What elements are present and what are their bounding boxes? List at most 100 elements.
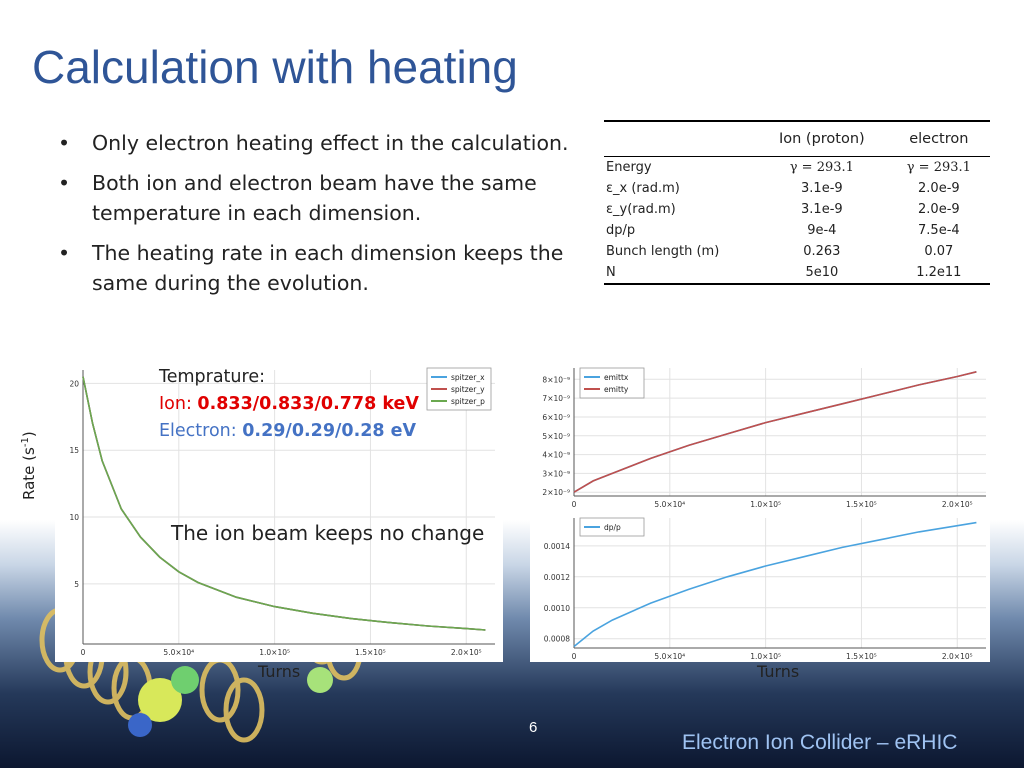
table-cell: 3.1e-9 [801,181,843,196]
legend-label: spitzer_x [451,373,485,382]
y-tick-label: 4×10⁻⁹ [542,451,570,460]
y-tick-label: 0.0008 [544,635,570,644]
table-cell: 2.0e-9 [918,202,960,217]
table-cell: ε_x (rad.m) [606,181,680,196]
x-tick-label: 2.0×10⁵ [942,652,973,661]
bullet-item: • Only electron heating effect in the cal… [58,128,578,158]
y-tick-label: 15 [69,446,79,455]
table-header-cell: electron [887,120,990,157]
table-row: Energy γ = 293.1 γ = 293.1 [604,157,990,179]
series-line-spitzer-p [82,376,486,631]
y-tick-label: 5×10⁻⁹ [542,432,570,441]
legend-label: spitzer_p [451,397,485,406]
rate-label-text: Rate (s [20,447,38,500]
turns-label-left: Turns [258,662,301,681]
x-tick-label: 5.0×10⁴ [654,500,685,509]
x-tick-label: 5.0×10⁴ [163,648,194,657]
emittance-chart-svg: 0 5.0×10⁴ 1.0×10⁵ 1.5×10⁵ 2.0×10⁵ 2×10⁻⁹ 3×10⁻… [542,367,986,509]
table-row: ε_y(rad.m) 3.1e-9 2.0e-9 [604,199,990,220]
footer-brand: Electron Ion Collider – eRHIC [682,731,958,754]
y-tick-label: 6×10⁻⁹ [542,413,570,422]
table-cell: 3.1e-9 [801,202,843,217]
table-header-row: Ion (proton) electron [604,120,990,157]
x-tick-label: 1.0×10⁵ [750,652,781,661]
table-cell: Bunch length (m) [606,244,720,259]
bullet-text: The heating rate in each dimension keeps… [92,241,564,295]
table-cell: N [604,262,756,285]
table-cell: Energy [606,160,652,175]
series-line-dp-p [573,521,977,648]
table-row: N 5e10 1.2e11 [604,262,990,285]
table-header-cell [604,120,756,157]
rate-chart: 0 5.0×10⁴ 1.0×10⁵ 1.5×10⁵ 2.0×10⁵ 5 10 15 20 spit… [55,362,503,662]
y-tick-label: 0.0010 [544,604,570,613]
ion-label: Ion: [159,394,198,414]
ion-value: 0.833/0.833/0.778 keV [197,394,419,414]
electron-value: 0.29/0.29/0.28 eV [242,421,417,441]
bullet-glyph: • [58,131,71,155]
momentum-spread-chart: 0 5.0×10⁴ 1.0×10⁵ 1.5×10⁵ 2.0×10⁵ 0.0008 0.001… [530,512,990,662]
table-row: dp/p 9e-4 7.5e-4 [604,220,990,241]
bullet-glyph: • [58,241,71,265]
bullet-item: • The heating rate in each dimension keep… [58,238,578,298]
x-tick-label: 5.0×10⁴ [654,652,685,661]
y-tick-label: 7×10⁻⁹ [542,394,570,403]
table-cell: 1.2e11 [887,262,990,285]
table-cell: 9e-4 [807,223,837,238]
page-title: Calculation with heating [32,41,518,93]
table-row: ε_x (rad.m) 3.1e-9 2.0e-9 [604,178,990,199]
page-number: 6 [529,719,538,736]
momentum-spread-chart-svg: 0 5.0×10⁴ 1.0×10⁵ 1.5×10⁵ 2.0×10⁵ 0.0008 0.001… [544,517,986,661]
legend-label: dp/p [604,523,621,532]
ion-temperature: Ion: 0.833/0.833/0.778 keV [159,391,419,418]
legend-box [579,517,645,537]
y-tick-label: 20 [69,379,79,388]
rate-label-sup: -1 [20,437,31,448]
ion-beam-note: The ion beam keeps no change [171,521,485,545]
x-tick-label: 2.0×10⁵ [451,648,482,657]
table-cell: ε_y(rad.m) [606,202,676,217]
table-cell: γ = 293.1 [789,160,854,175]
x-tick-label: 2.0×10⁵ [942,500,973,509]
x-tick-label: 1.5×10⁵ [355,648,386,657]
table-row: Bunch length (m) 0.263 0.07 [604,241,990,262]
x-tick-label: 1.5×10⁵ [846,652,877,661]
table-cell: 0.07 [924,244,954,259]
temperature-note: Temprature: Ion: 0.833/0.833/0.778 keV E… [159,364,419,445]
legend-label: emittx [604,373,629,382]
y-tick-label: 10 [69,513,79,522]
x-tick-label: 0 [572,652,577,661]
y-tick-label: 0.0014 [544,542,570,551]
bullet-text: Only electron heating effect in the calc… [92,131,569,155]
rate-axis-label: Rate (s-1) [20,431,38,500]
rate-label-close: ) [20,431,38,438]
y-tick-label: 3×10⁻⁹ [542,469,570,478]
table-cell: 5e10 [756,262,888,285]
y-tick-label: 0.0012 [544,573,570,582]
bullet-item: • Both ion and electron beam have the sam… [58,168,578,228]
legend-label: spitzer_y [451,385,485,394]
table-cell: 7.5e-4 [918,223,960,238]
table-cell: 0.263 [803,244,841,259]
rate-chart-svg: 0 5.0×10⁴ 1.0×10⁵ 1.5×10⁵ 2.0×10⁵ 5 10 15 20 spit… [69,367,495,657]
series-line-emitty [573,371,977,493]
electron-temperature: Electron: 0.29/0.29/0.28 eV [159,418,419,445]
bullet-list: • Only electron heating effect in the cal… [58,128,578,308]
bullet-glyph: • [58,171,71,195]
x-tick-label: 1.5×10⁵ [846,500,877,509]
x-tick-label: 0 [572,500,577,509]
x-tick-label: 1.0×10⁵ [259,648,290,657]
beam-parameter-table: Ion (proton) electron Energy γ = 293.1 γ… [604,120,990,285]
x-tick-label: 0 [81,648,86,657]
temperature-label: Temprature: [159,367,265,387]
turns-label-right: Turns [757,662,800,681]
x-tick-label: 1.0×10⁵ [750,500,781,509]
emittance-chart: 0 5.0×10⁴ 1.0×10⁵ 1.5×10⁵ 2.0×10⁵ 2×10⁻⁹ 3×10⁻… [530,362,990,510]
electron-label: Electron: [159,421,243,441]
table-cell: 2.0e-9 [918,181,960,196]
table-cell: γ = 293.1 [906,160,971,175]
table-header-cell: Ion (proton) [756,120,888,157]
bullet-text: Both ion and electron beam have the same… [92,171,537,225]
y-tick-label: 8×10⁻⁹ [542,375,570,384]
y-tick-label: 2×10⁻⁹ [542,488,570,497]
